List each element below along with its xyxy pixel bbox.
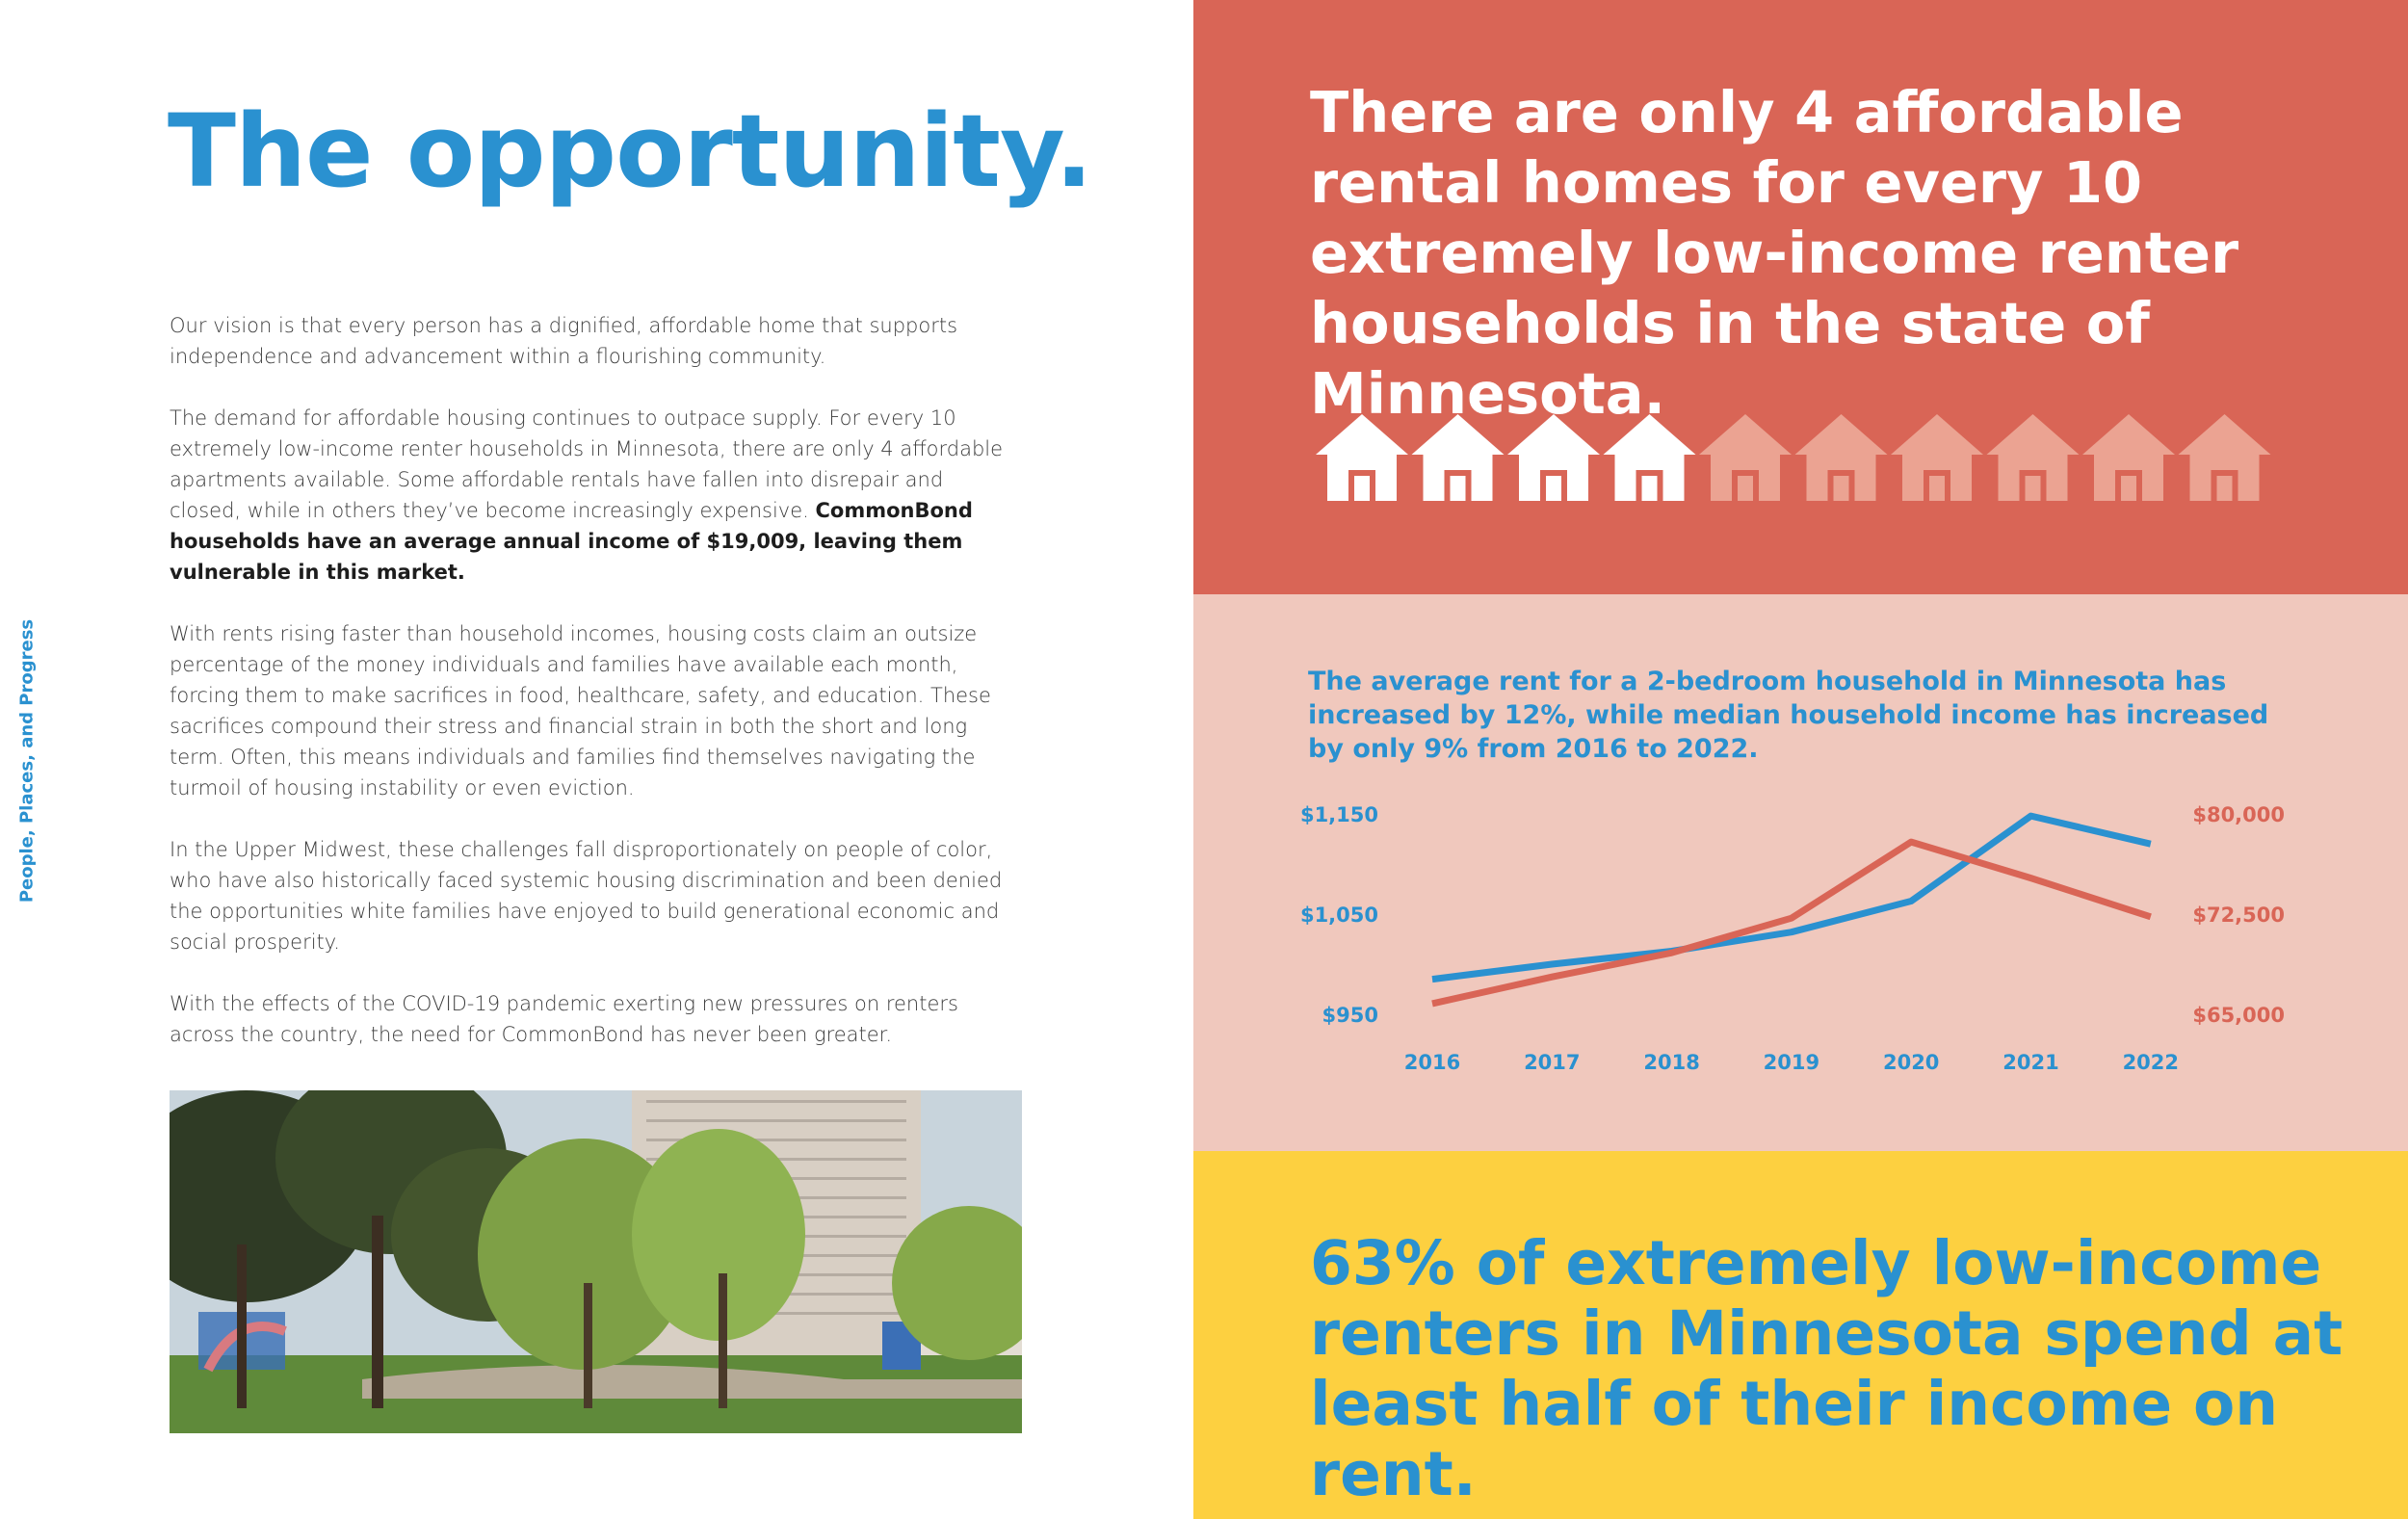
rent-income-line-chart: $950 $1,050 $1,150 $65,000 $72,500 $80,000 201… (1300, 803, 2285, 1074)
house-icon-faded (1986, 414, 2080, 501)
x-axis-tick-label: 2017 (1524, 1051, 1580, 1074)
stat-panel-rent-burden (1193, 1151, 2408, 1519)
house-icon-row (1316, 414, 2271, 501)
x-axis-tick-label: 2016 (1404, 1051, 1460, 1074)
paragraph-rents: With rents rising faster than household … (170, 622, 991, 799)
body-copy: Our vision is that every person has a di… (170, 310, 1017, 1081)
paragraph-demand-bold: CommonBond households have an average an… (170, 499, 973, 584)
house-icon-faded (2178, 414, 2271, 501)
left-axis-tick-label: $950 (1322, 1004, 1378, 1027)
house-icon-faded (1794, 414, 1888, 501)
stat-rent-burden-text: 63% of extremely low-income renters in M… (1310, 1228, 2343, 1509)
paragraph-covid: With the effects of the COVID-19 pandemi… (170, 992, 958, 1046)
x-axis-tick-label: 2020 (1883, 1051, 1939, 1074)
paragraph-vision: Our vision is that every person has a di… (170, 314, 958, 368)
left-axis-tick-label: $1,150 (1300, 803, 1378, 826)
house-icon-faded (2082, 414, 2175, 501)
paragraph-demand-text: The demand for affordable housing contin… (170, 406, 1004, 522)
paragraph-demand: The demand for affordable housing contin… (170, 403, 1017, 588)
stat-affordable-homes-text: There are only 4 affordable rental homes… (1310, 79, 2239, 427)
right-axis-tick-label: $65,000 (2192, 1004, 2285, 1027)
house-icon-faded (1891, 414, 1983, 501)
right-axis-tick-label: $72,500 (2192, 904, 2285, 927)
side-section-label: People, Places, and Progress (16, 618, 38, 904)
x-axis-tick-label: 2021 (2002, 1051, 2058, 1074)
rent-series-line (1431, 812, 2152, 983)
x-axis-tick-label: 2018 (1643, 1051, 1699, 1074)
house-icon-filled (1411, 414, 1505, 501)
house-icon-faded (1699, 414, 1792, 501)
chart-panel (1193, 594, 2408, 1151)
housing-complex-photo (170, 1090, 1022, 1433)
house-icon-filled (1316, 414, 1408, 501)
left-axis-tick-label: $1,050 (1300, 904, 1378, 927)
house-icon-filled (1603, 414, 1696, 501)
house-icon-filled (1507, 414, 1600, 501)
income-series-line (1431, 838, 2152, 1008)
page-title: The opportunity. (168, 92, 1093, 210)
x-axis-tick-label: 2022 (2123, 1051, 2179, 1074)
right-axis-tick-label: $80,000 (2192, 803, 2285, 826)
x-axis-tick-label: 2019 (1764, 1051, 1819, 1074)
chart-caption: The average rent for a 2-bedroom househo… (1308, 667, 2269, 764)
paragraph-upper-midwest: In the Upper Midwest, these challenges f… (170, 838, 1003, 954)
